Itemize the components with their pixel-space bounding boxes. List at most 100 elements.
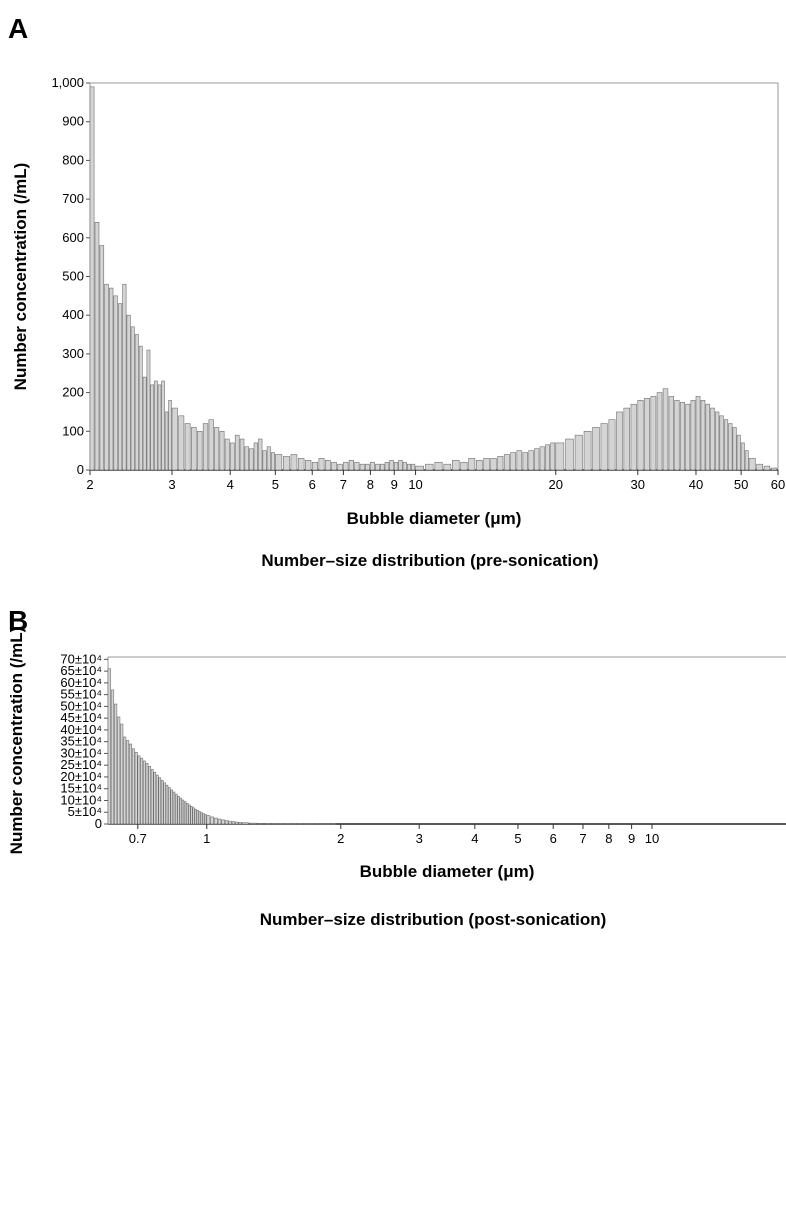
bar [171, 407, 178, 471]
x-tick-label: 7 [579, 831, 586, 846]
x-tick-label: 9 [628, 831, 635, 846]
bar [550, 442, 556, 471]
bar [443, 463, 452, 471]
bar [107, 668, 111, 825]
bar [113, 295, 118, 471]
bar [503, 454, 510, 471]
bar [311, 461, 318, 471]
bar [393, 461, 399, 471]
bar [375, 463, 380, 471]
bar [178, 415, 185, 471]
bar [146, 349, 151, 471]
bar [744, 450, 749, 471]
panel-a-label: A [8, 13, 28, 44]
bar [275, 454, 283, 471]
y-tick-label: 45±10⁴ [60, 710, 102, 725]
bar [258, 438, 263, 471]
bar [249, 448, 254, 471]
bar [630, 403, 637, 471]
bar [148, 766, 151, 825]
bar [239, 438, 245, 471]
y-tick-label: 20±10⁴ [60, 769, 102, 784]
bar [592, 427, 600, 471]
bar [228, 820, 232, 825]
bar [656, 392, 663, 471]
bar [637, 400, 644, 471]
bar [262, 450, 267, 471]
bar [475, 460, 483, 471]
bar [157, 384, 162, 471]
bar [528, 450, 534, 471]
bar [249, 822, 257, 825]
y-tick-label: 40±10⁴ [60, 722, 102, 737]
bar [270, 452, 275, 471]
bar [583, 430, 592, 471]
x-tick-label: 7 [340, 477, 347, 492]
bar [155, 774, 159, 825]
bar [516, 450, 523, 471]
x-tick-label: 6 [309, 477, 316, 492]
x-tick-label: 50 [734, 477, 748, 492]
bar [181, 799, 185, 825]
bar [389, 460, 394, 471]
bar [608, 419, 616, 471]
bar [129, 743, 132, 825]
y-tick-label: 100 [62, 423, 84, 438]
bar [685, 403, 691, 471]
bar [175, 793, 178, 825]
bar [161, 380, 165, 471]
y-tick-label: 600 [62, 230, 84, 245]
bar [140, 757, 144, 825]
bar [623, 407, 630, 471]
x-tick-label: 3 [416, 831, 423, 846]
x-tick-label: 1 [203, 831, 210, 846]
bar [257, 823, 264, 825]
chart-caption: Number–size distribution (post-sonicatio… [260, 910, 607, 929]
bar [522, 452, 529, 471]
x-tick-label: 60 [771, 477, 785, 492]
bar [555, 442, 565, 471]
bar [99, 245, 105, 471]
x-tick-label: 6 [550, 831, 557, 846]
y-tick-label: 500 [62, 269, 84, 284]
bar [108, 287, 114, 471]
bar [192, 807, 195, 825]
y-tick-label: 70±10⁴ [60, 651, 102, 666]
bar [164, 411, 169, 471]
y-tick-label: 60±10⁴ [60, 675, 102, 690]
y-tick-label: 65±10⁴ [60, 663, 102, 678]
bar [297, 458, 305, 471]
bar [110, 689, 115, 825]
y-tick-label: 900 [62, 114, 84, 129]
bar [695, 396, 701, 471]
bar [194, 808, 197, 825]
bar [452, 460, 460, 471]
bar [266, 446, 271, 471]
bar [674, 400, 680, 471]
bar [710, 407, 715, 471]
bar [89, 86, 95, 471]
bar [337, 463, 343, 471]
bar [732, 427, 737, 471]
bar [407, 463, 412, 471]
bar [214, 427, 220, 471]
bar [425, 463, 434, 471]
bar [126, 314, 131, 471]
x-tick-label: 4 [227, 477, 234, 492]
bar [282, 456, 290, 471]
bar [354, 461, 360, 471]
bar [94, 222, 100, 471]
bar [208, 419, 214, 471]
bar [145, 763, 149, 825]
bar [770, 467, 778, 471]
x-tick-label: 2 [86, 477, 93, 492]
y-tick-label: 1,000 [51, 75, 84, 90]
bar [150, 384, 155, 471]
bar [244, 446, 249, 471]
bar [238, 822, 242, 825]
x-tick-label: 9 [391, 477, 398, 492]
bar [224, 820, 229, 825]
bar [384, 461, 390, 471]
x-tick-label: 20 [549, 477, 563, 492]
bar [644, 398, 650, 471]
